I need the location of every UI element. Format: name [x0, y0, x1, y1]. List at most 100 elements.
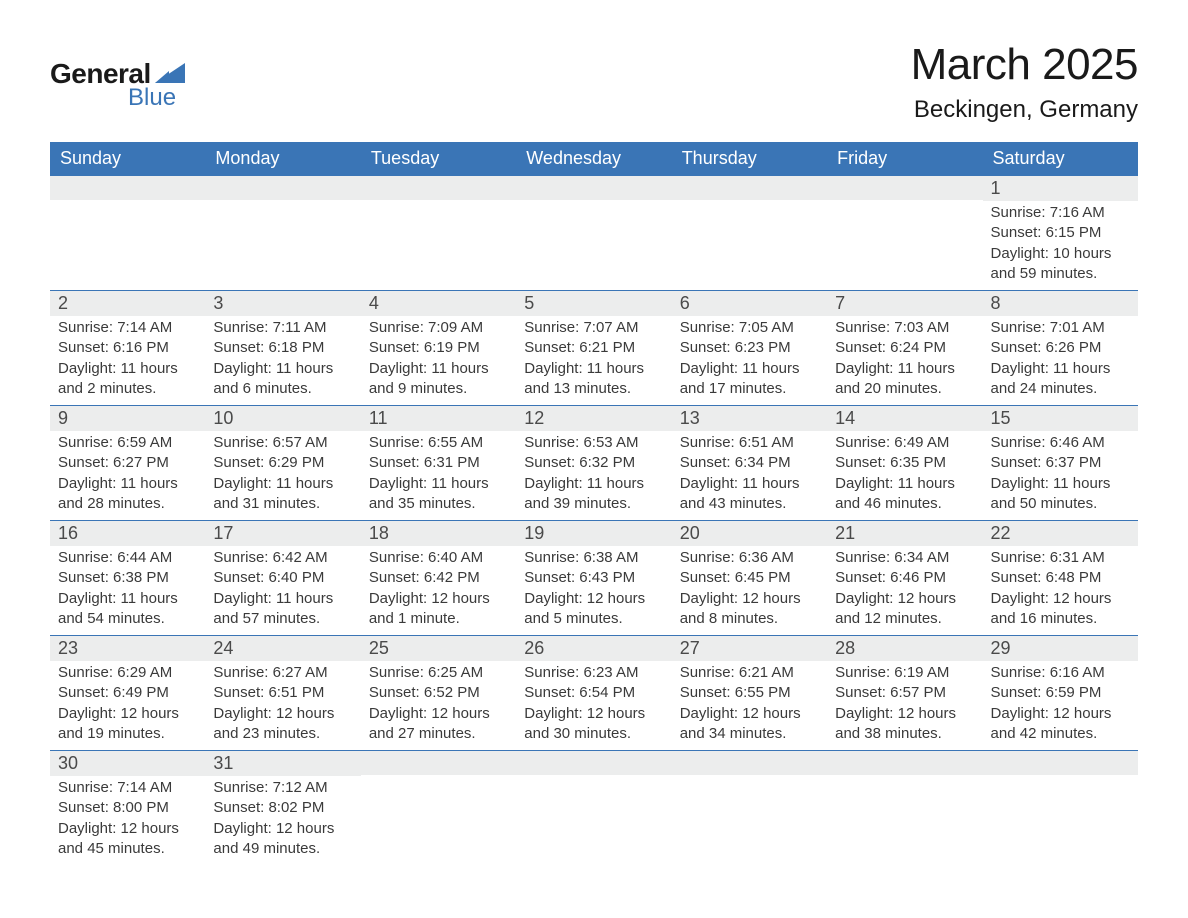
calendar-cell	[827, 751, 982, 866]
daylight-text: Daylight: 12 hours and 27 minutes.	[369, 704, 508, 745]
sunset-text: Sunset: 6:54 PM	[524, 683, 663, 703]
day-number: 12	[516, 406, 671, 431]
day-details	[672, 775, 827, 847]
day-details	[516, 775, 671, 847]
sunset-text: Sunset: 6:52 PM	[369, 683, 508, 703]
sunrise-text: Sunrise: 7:12 AM	[213, 778, 352, 798]
day-details: Sunrise: 6:46 AMSunset: 6:37 PMDaylight:…	[983, 431, 1138, 520]
day-details: Sunrise: 6:36 AMSunset: 6:45 PMDaylight:…	[672, 546, 827, 635]
day-details: Sunrise: 7:01 AMSunset: 6:26 PMDaylight:…	[983, 316, 1138, 405]
sunrise-text: Sunrise: 6:19 AM	[835, 663, 974, 683]
calendar-cell: 11Sunrise: 6:55 AMSunset: 6:31 PMDayligh…	[361, 406, 516, 521]
calendar-cell: 22Sunrise: 6:31 AMSunset: 6:48 PMDayligh…	[983, 521, 1138, 636]
sunrise-text: Sunrise: 6:16 AM	[991, 663, 1130, 683]
calendar-cell	[361, 751, 516, 866]
day-number: 22	[983, 521, 1138, 546]
sunset-text: Sunset: 6:51 PM	[213, 683, 352, 703]
page-title: March 2025	[911, 40, 1138, 90]
calendar-cell	[516, 751, 671, 866]
day-number: 4	[361, 291, 516, 316]
calendar-cell	[672, 751, 827, 866]
calendar-cell: 5Sunrise: 7:07 AMSunset: 6:21 PMDaylight…	[516, 291, 671, 406]
calendar-cell: 16Sunrise: 6:44 AMSunset: 6:38 PMDayligh…	[50, 521, 205, 636]
calendar-cell: 9Sunrise: 6:59 AMSunset: 6:27 PMDaylight…	[50, 406, 205, 521]
daylight-text: Daylight: 12 hours and 34 minutes.	[680, 704, 819, 745]
day-number	[672, 176, 827, 200]
day-details: Sunrise: 7:09 AMSunset: 6:19 PMDaylight:…	[361, 316, 516, 405]
sunrise-text: Sunrise: 7:14 AM	[58, 778, 197, 798]
sunset-text: Sunset: 6:43 PM	[524, 568, 663, 588]
weekday-header: Monday	[205, 142, 360, 176]
calendar-cell: 24Sunrise: 6:27 AMSunset: 6:51 PMDayligh…	[205, 636, 360, 751]
day-number: 29	[983, 636, 1138, 661]
calendar-cell: 8Sunrise: 7:01 AMSunset: 6:26 PMDaylight…	[983, 291, 1138, 406]
day-number: 9	[50, 406, 205, 431]
day-details	[516, 200, 671, 272]
day-details: Sunrise: 6:40 AMSunset: 6:42 PMDaylight:…	[361, 546, 516, 635]
day-number: 26	[516, 636, 671, 661]
day-number: 25	[361, 636, 516, 661]
sunset-text: Sunset: 6:15 PM	[991, 223, 1130, 243]
calendar-cell: 7Sunrise: 7:03 AMSunset: 6:24 PMDaylight…	[827, 291, 982, 406]
day-details: Sunrise: 6:21 AMSunset: 6:55 PMDaylight:…	[672, 661, 827, 750]
calendar-cell: 17Sunrise: 6:42 AMSunset: 6:40 PMDayligh…	[205, 521, 360, 636]
sunset-text: Sunset: 6:27 PM	[58, 453, 197, 473]
day-details: Sunrise: 6:59 AMSunset: 6:27 PMDaylight:…	[50, 431, 205, 520]
daylight-text: Daylight: 11 hours and 46 minutes.	[835, 474, 974, 515]
calendar-cell: 6Sunrise: 7:05 AMSunset: 6:23 PMDaylight…	[672, 291, 827, 406]
sunset-text: Sunset: 6:40 PM	[213, 568, 352, 588]
calendar-cell: 12Sunrise: 6:53 AMSunset: 6:32 PMDayligh…	[516, 406, 671, 521]
day-details: Sunrise: 6:34 AMSunset: 6:46 PMDaylight:…	[827, 546, 982, 635]
day-number	[361, 176, 516, 200]
day-details	[983, 775, 1138, 847]
day-number	[516, 176, 671, 200]
sunrise-text: Sunrise: 6:21 AM	[680, 663, 819, 683]
day-details: Sunrise: 7:14 AMSunset: 8:00 PMDaylight:…	[50, 776, 205, 865]
day-details: Sunrise: 6:16 AMSunset: 6:59 PMDaylight:…	[983, 661, 1138, 750]
day-number: 27	[672, 636, 827, 661]
weekday-header: Thursday	[672, 142, 827, 176]
weekday-header: Saturday	[983, 142, 1138, 176]
calendar-cell: 3Sunrise: 7:11 AMSunset: 6:18 PMDaylight…	[205, 291, 360, 406]
day-details: Sunrise: 6:19 AMSunset: 6:57 PMDaylight:…	[827, 661, 982, 750]
daylight-text: Daylight: 12 hours and 45 minutes.	[58, 819, 197, 860]
sunset-text: Sunset: 6:26 PM	[991, 338, 1130, 358]
calendar-cell: 19Sunrise: 6:38 AMSunset: 6:43 PMDayligh…	[516, 521, 671, 636]
sunrise-text: Sunrise: 6:34 AM	[835, 548, 974, 568]
sunset-text: Sunset: 6:48 PM	[991, 568, 1130, 588]
calendar-week-row: 2Sunrise: 7:14 AMSunset: 6:16 PMDaylight…	[50, 291, 1138, 406]
daylight-text: Daylight: 12 hours and 12 minutes.	[835, 589, 974, 630]
sunset-text: Sunset: 6:49 PM	[58, 683, 197, 703]
day-details: Sunrise: 6:51 AMSunset: 6:34 PMDaylight:…	[672, 431, 827, 520]
day-number: 7	[827, 291, 982, 316]
sunset-text: Sunset: 6:24 PM	[835, 338, 974, 358]
sunrise-text: Sunrise: 7:05 AM	[680, 318, 819, 338]
calendar-cell: 31Sunrise: 7:12 AMSunset: 8:02 PMDayligh…	[205, 751, 360, 866]
calendar-cell	[361, 176, 516, 291]
day-details	[672, 200, 827, 272]
day-details: Sunrise: 6:44 AMSunset: 6:38 PMDaylight:…	[50, 546, 205, 635]
sunrise-text: Sunrise: 7:14 AM	[58, 318, 197, 338]
daylight-text: Daylight: 11 hours and 28 minutes.	[58, 474, 197, 515]
sunset-text: Sunset: 6:35 PM	[835, 453, 974, 473]
calendar-cell	[205, 176, 360, 291]
calendar-cell: 23Sunrise: 6:29 AMSunset: 6:49 PMDayligh…	[50, 636, 205, 751]
sunrise-text: Sunrise: 6:59 AM	[58, 433, 197, 453]
daylight-text: Daylight: 11 hours and 20 minutes.	[835, 359, 974, 400]
sunset-text: Sunset: 6:19 PM	[369, 338, 508, 358]
sunset-text: Sunset: 6:31 PM	[369, 453, 508, 473]
weekday-header: Tuesday	[361, 142, 516, 176]
day-details: Sunrise: 6:49 AMSunset: 6:35 PMDaylight:…	[827, 431, 982, 520]
daylight-text: Daylight: 11 hours and 13 minutes.	[524, 359, 663, 400]
daylight-text: Daylight: 12 hours and 16 minutes.	[991, 589, 1130, 630]
day-details	[361, 775, 516, 847]
day-details: Sunrise: 7:03 AMSunset: 6:24 PMDaylight:…	[827, 316, 982, 405]
daylight-text: Daylight: 12 hours and 49 minutes.	[213, 819, 352, 860]
daylight-text: Daylight: 11 hours and 17 minutes.	[680, 359, 819, 400]
day-number: 28	[827, 636, 982, 661]
sunset-text: Sunset: 6:57 PM	[835, 683, 974, 703]
calendar-cell: 15Sunrise: 6:46 AMSunset: 6:37 PMDayligh…	[983, 406, 1138, 521]
day-number: 21	[827, 521, 982, 546]
calendar-week-row: 16Sunrise: 6:44 AMSunset: 6:38 PMDayligh…	[50, 521, 1138, 636]
day-number: 5	[516, 291, 671, 316]
